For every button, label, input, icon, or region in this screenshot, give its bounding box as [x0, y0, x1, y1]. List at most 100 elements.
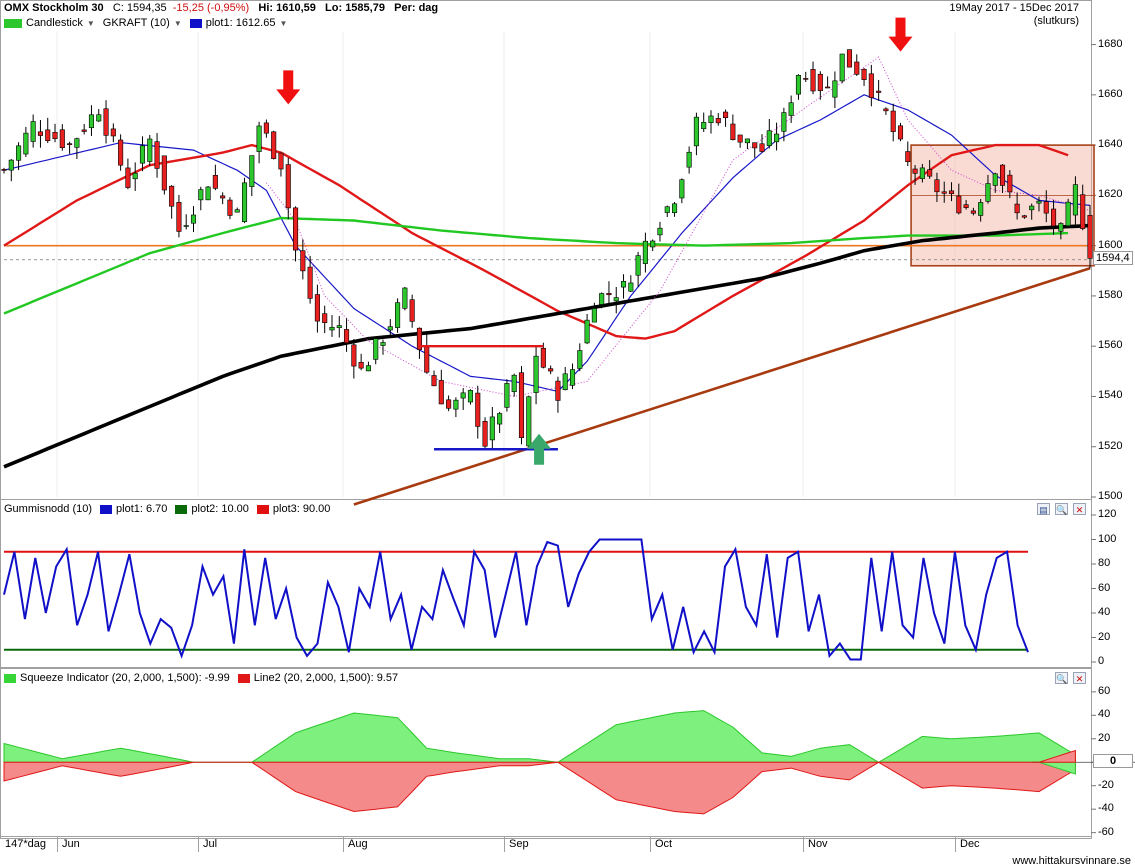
candle-body: [74, 138, 80, 148]
footer-url[interactable]: www.hittakursvinnare.se: [1012, 855, 1131, 867]
high-value: Hi: 1610,59: [258, 2, 316, 14]
candle: [591, 302, 597, 323]
osc-plot1-line: [3, 538, 1029, 661]
candle-body: [817, 73, 823, 91]
candle: [555, 376, 561, 413]
candle-body: [45, 129, 51, 141]
price-y-label: 1620: [1098, 188, 1123, 201]
candle: [176, 194, 182, 238]
candle-body: [766, 130, 772, 146]
candle: [664, 205, 670, 218]
candle: [1065, 198, 1071, 227]
candle: [103, 100, 109, 144]
gkraft-dropdown-icon[interactable]: ▼: [173, 18, 182, 28]
legend-plot1: plot1: 1612.65: [205, 17, 276, 29]
candle: [511, 373, 517, 397]
candle-body: [548, 368, 554, 372]
x-label-jun: Jun: [62, 838, 80, 850]
candle-body: [241, 182, 248, 223]
candle-body: [846, 49, 853, 68]
candle-body: [438, 380, 444, 405]
candle: [635, 251, 641, 288]
candle: [672, 201, 678, 217]
candle-body: [744, 138, 750, 144]
plot1-dropdown-icon[interactable]: ▼: [279, 18, 288, 28]
candle-body: [591, 308, 597, 323]
candle-body: [30, 121, 36, 142]
candlestick-swatch: [4, 18, 22, 28]
osc-close-button[interactable]: ✕: [1073, 503, 1086, 515]
candle: [169, 185, 175, 219]
candle: [569, 363, 576, 390]
candle-body: [511, 374, 517, 392]
candle-body: [752, 142, 758, 149]
candle: [723, 109, 729, 127]
candle-body: [103, 108, 109, 136]
candle-body: [256, 125, 262, 152]
candle-body: [664, 206, 670, 213]
candle-body: [518, 372, 525, 438]
close-value: C: 1594,35: [112, 2, 167, 14]
candle-body: [628, 282, 634, 292]
price-y-label: 1560: [1098, 339, 1123, 352]
candle-body: [635, 255, 641, 276]
candle-body: [23, 132, 29, 155]
candle-body: [504, 383, 510, 408]
candle-body: [16, 145, 22, 161]
candle: [941, 181, 947, 203]
osc-y-label: 40: [1098, 606, 1111, 618]
candle: [693, 112, 699, 156]
candle: [1036, 196, 1042, 212]
price-y-label: 1640: [1098, 138, 1123, 151]
candle-body: [1087, 215, 1093, 259]
candle: [132, 162, 138, 191]
candle: [890, 103, 896, 142]
squeeze-panel[interactable]: [3, 710, 1135, 815]
low-value: Lo: 1585,79: [325, 2, 385, 14]
price-y-label: 1540: [1098, 389, 1123, 402]
instrument-header: OMX Stockholm 30 C: 1594,35 -15,25 (-0,9…: [4, 2, 438, 14]
candle-body: [1043, 201, 1049, 214]
candle-body: [861, 68, 867, 80]
candle: [409, 294, 415, 328]
squeeze-y-label: -40: [1098, 802, 1114, 815]
candle: [365, 361, 371, 372]
candle-body: [234, 209, 240, 213]
candle-body: [897, 125, 904, 140]
price-type: (slutkurs): [1033, 15, 1079, 27]
candle-body: [657, 227, 663, 236]
candle-body: [431, 375, 437, 387]
candle: [577, 343, 583, 372]
candle: [1021, 214, 1027, 219]
candle: [927, 160, 933, 179]
period-value: Per: dag: [394, 2, 439, 14]
candle-body: [8, 159, 14, 171]
candlestick-dropdown-icon[interactable]: ▼: [86, 18, 95, 28]
price-panel[interactable]: [1, 17, 1095, 506]
candle: [1051, 199, 1057, 235]
price-y-label: 1660: [1098, 87, 1123, 100]
x-label-jul: Jul: [203, 838, 218, 850]
candle-body: [52, 131, 58, 139]
candle: [307, 255, 313, 304]
candle-body: [190, 214, 197, 224]
candle-body: [723, 111, 729, 118]
osc-doc-button[interactable]: ▤: [1037, 503, 1050, 515]
candle: [322, 305, 328, 334]
price-y-label: 1580: [1098, 288, 1123, 301]
candle-body: [482, 421, 488, 447]
osc-y-label: 120: [1098, 508, 1117, 520]
candle-body: [1080, 194, 1086, 229]
candle-body: [774, 133, 780, 143]
osc-zoom-button[interactable]: 🔍: [1055, 503, 1068, 515]
candle: [795, 74, 802, 100]
candle: [1014, 192, 1020, 220]
squeeze-zoom-button[interactable]: 🔍: [1055, 672, 1068, 684]
candle: [256, 121, 262, 164]
candle-body: [737, 134, 743, 143]
candle-body: [154, 141, 160, 169]
squeeze-close-button[interactable]: ✕: [1073, 672, 1086, 684]
oscillator-panel[interactable]: [3, 538, 1029, 661]
candle-body: [351, 344, 357, 367]
candle-body: [701, 122, 707, 130]
